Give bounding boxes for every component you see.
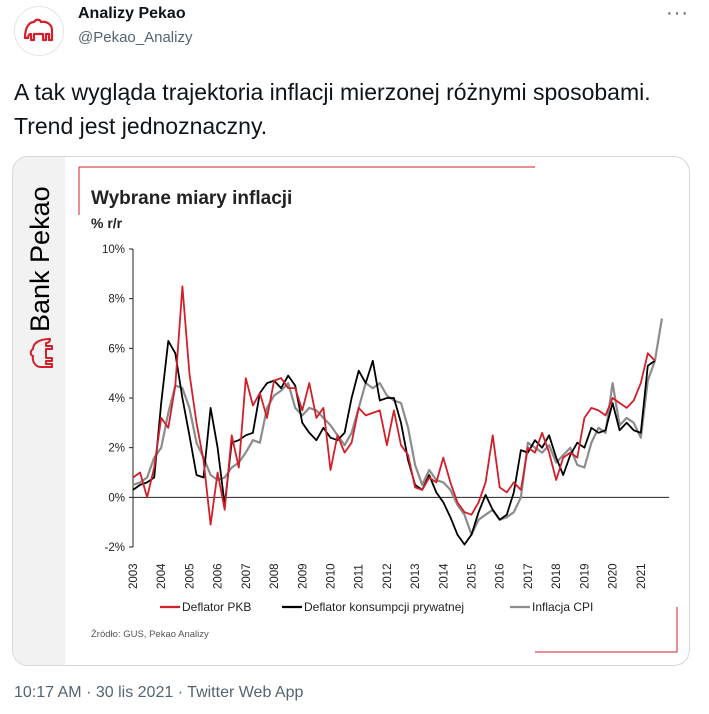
tweet-text: A tak wygląda trajektoria inflacji mierz… xyxy=(14,79,651,139)
x-tick-label: 2016 xyxy=(495,563,507,589)
x-tick-label: 2012 xyxy=(382,563,394,589)
series-line-deflator-konsumpcji xyxy=(132,340,656,546)
brand-sidebar: Bank Pekao xyxy=(13,157,65,665)
x-tick-label: 2021 xyxy=(636,563,648,589)
x-tick-label: 2013 xyxy=(410,563,422,589)
chart-title: Wybrane miary inflacji xyxy=(91,188,292,209)
inflation-chart: Wybrane miary inflacji % r/r 10% 8% 6% 4% 2% 0%… xyxy=(78,166,678,653)
bison-logo-icon xyxy=(23,18,54,42)
legend-label: Deflator konsumpcji prywatnej xyxy=(304,600,464,614)
x-tick-label: 2019 xyxy=(579,563,591,589)
meta-separator: · xyxy=(177,684,184,701)
brand-label: Bank Pekao xyxy=(25,186,56,332)
x-tick-label: 2007 xyxy=(241,563,253,589)
brand-name: Bank Pekao xyxy=(25,186,55,332)
y-tick-label: 8% xyxy=(108,294,125,306)
x-tick-label: 2015 xyxy=(467,563,479,589)
x-tick-label: 2003 xyxy=(128,563,140,589)
y-tick-label: 10% xyxy=(102,244,125,256)
x-tick-label: 2011 xyxy=(354,564,366,589)
tweet-time[interactable]: 10:17 AM xyxy=(14,684,82,701)
y-tick-label: 2% xyxy=(108,443,125,455)
chart-subtitle: % r/r xyxy=(91,215,123,231)
y-tick-label: 6% xyxy=(108,343,125,355)
x-tick-label: 2005 xyxy=(184,563,196,589)
x-tick-label: 2018 xyxy=(551,563,563,589)
tweet-source: Twitter Web App xyxy=(187,684,304,701)
x-tick-label: 2009 xyxy=(297,563,309,589)
author-handle[interactable]: @Pekao_Analizy xyxy=(78,29,193,46)
series-line-deflator-pkb xyxy=(132,285,656,526)
tweet-meta: 10:17 AM · 30 lis 2021 · Twitter Web App xyxy=(14,684,303,702)
tweet-media[interactable]: Bank Pekao Wybrane miary inflacji % r/r 10… xyxy=(12,156,690,666)
y-tick-label: -2% xyxy=(105,542,125,554)
y-tick-label: 4% xyxy=(108,393,125,405)
x-tick-label: 2014 xyxy=(438,563,450,589)
more-horizontal-icon[interactable]: ··· xyxy=(666,2,689,24)
x-tick-label: 2020 xyxy=(608,563,620,589)
legend-label: Inflacja CPI xyxy=(532,600,593,614)
x-tick-label: 2017 xyxy=(523,563,535,589)
y-tick-label: 0% xyxy=(108,492,125,504)
meta-separator: · xyxy=(86,684,92,701)
chart-source: Źródło: GUS, Pekao Analizy xyxy=(91,629,209,640)
x-tick-label: 2008 xyxy=(269,563,281,589)
x-tick-label: 2004 xyxy=(156,563,168,589)
x-tick-label: 2010 xyxy=(325,563,337,589)
x-tick-label: 2006 xyxy=(213,563,225,589)
avatar[interactable] xyxy=(14,6,64,56)
tweet-date[interactable]: 30 lis 2021 xyxy=(95,684,174,701)
author-name[interactable]: Analizy Pekao xyxy=(78,5,186,22)
bison-logo-icon xyxy=(29,338,53,368)
legend-label: Deflator PKB xyxy=(182,600,251,614)
